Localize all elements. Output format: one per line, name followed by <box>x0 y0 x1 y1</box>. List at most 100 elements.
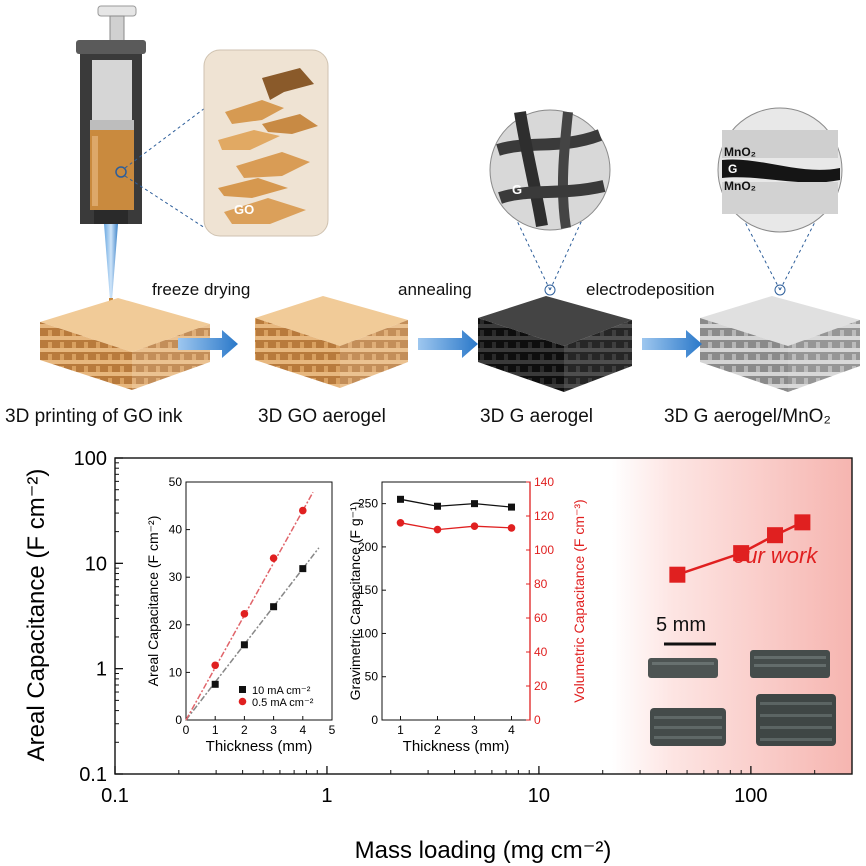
inset-a-y-tick-label: 0 <box>175 713 182 727</box>
inset-b-x-tick-label: 2 <box>434 723 441 737</box>
inset-a-x-tick-label: 0 <box>183 723 190 737</box>
inset-a-y-tick-label: 40 <box>169 523 183 537</box>
main-x-tick-label: 10 <box>528 785 550 807</box>
inset-a-legend-label: 0.5 mA cm⁻² <box>252 697 314 709</box>
inset-a-fit-line <box>185 547 320 721</box>
inset-a-frame <box>185 481 333 721</box>
main-x-axis-label: Mass loading (mg cm⁻²) <box>355 837 612 864</box>
inset-b-series-line <box>400 498 512 508</box>
stage-go-aerogel: 3D GO aerogel <box>258 406 386 427</box>
g-mid-label: G <box>728 162 737 176</box>
go-label: GO <box>234 202 254 217</box>
inset-a-x-tick-label: 1 <box>212 723 219 737</box>
process-arrow-3 <box>642 330 702 358</box>
graphene-label: G <box>512 182 522 197</box>
inset-a-fit-line <box>185 491 314 721</box>
process-arrow-2 <box>418 330 478 358</box>
inset-a-x-tick-label: 3 <box>270 723 277 737</box>
our-work-line <box>676 521 803 576</box>
main-y-axis-label: Areal Capacitance (F cm⁻²) <box>23 469 50 762</box>
inset-b-gravimetric-point <box>471 500 478 508</box>
inset-b-y2-tick-label: 100 <box>534 543 554 557</box>
inset-a-point-10mA <box>299 565 307 573</box>
inset-b-x-tick-label: 3 <box>471 723 478 737</box>
inset-b-gravimetric-point <box>397 495 404 503</box>
main-x-tick-label: 1 <box>321 785 332 807</box>
step-electrodeposition: electrodeposition <box>586 280 715 299</box>
inset-a-y-tick-label: 10 <box>169 665 183 679</box>
inset-a-y-tick-label: 20 <box>169 618 183 632</box>
inset-a-point-05mA <box>269 554 278 562</box>
go-flakes-inset <box>124 49 329 237</box>
inset-b-y-tick-label: 100 <box>358 626 378 640</box>
main-y-tick-label: 1 <box>96 659 107 681</box>
main-x-tick-label: 100 <box>734 785 767 807</box>
inset-b-y-tick-label: 250 <box>358 497 378 511</box>
inset-b-y2-tick-label: 60 <box>534 611 548 625</box>
syringe-illustration <box>76 5 146 318</box>
inset-b-y-label: Gravimetric Capacitance (F g⁻¹) <box>347 502 363 701</box>
go-aerogel-lattice <box>255 296 408 388</box>
inset-a-legend-marker <box>239 686 246 693</box>
main-y-tick-label: 10 <box>85 553 107 575</box>
plot-frame <box>114 457 853 775</box>
inset-a-x-label: Thickness (mm) <box>206 738 313 755</box>
inset-b-volumetric-point <box>433 525 442 534</box>
main-y-tick-label: 0.1 <box>79 764 107 786</box>
our-work-point <box>794 514 811 531</box>
inset-b-y-tick-label: 50 <box>365 670 379 684</box>
inset-a-point-10mA <box>270 603 278 611</box>
inset-b-x-tick-label: 4 <box>508 723 515 737</box>
inset-b-y-tick-label: 0 <box>371 713 378 727</box>
inset-b-background <box>348 470 608 760</box>
our-work-point <box>733 545 750 562</box>
inset-b-y2-tick-label: 0 <box>534 713 541 727</box>
main-x-tick-label: 0.1 <box>101 785 129 807</box>
stage-g-mno2-aerogel: 3D G aerogel/MnO₂ <box>664 406 831 427</box>
inset-a-x-tick-label: 2 <box>241 723 248 737</box>
step-annealing: annealing <box>398 280 472 299</box>
inset-b-y-tick-label: 200 <box>358 540 378 554</box>
step-freeze-drying: freeze drying <box>152 280 251 299</box>
mno2-inset <box>717 107 843 296</box>
inset-b-gravimetric-point <box>434 502 441 510</box>
inset-a-y-label: Areal Capacitance (F cm⁻²) <box>145 516 161 687</box>
inset-b-gravimetric-point <box>508 503 515 511</box>
inset-b-y2-tick-label: 80 <box>534 577 548 591</box>
g-aerogel-lattice <box>478 296 632 392</box>
inset-b-y2-tick-label: 120 <box>534 509 554 523</box>
stage-g-aerogel: 3D G aerogel <box>480 406 594 427</box>
inset-b-volumetric-point <box>507 524 516 532</box>
our-work-point <box>669 566 686 583</box>
inset-b-y-tick-label: 150 <box>358 583 378 597</box>
sample-4 <box>756 694 836 746</box>
inset-a-legend-marker <box>238 697 247 706</box>
mno2-bottom-label: MnO₂ <box>724 179 756 193</box>
inset-a-y-tick-label: 30 <box>169 570 183 584</box>
our-work-annotation: our work <box>733 543 818 568</box>
inset-b-x-label: Thickness (mm) <box>403 738 510 755</box>
inset-a-y-tick-label: 50 <box>169 475 183 489</box>
inset-b-y2-tick-label: 20 <box>534 679 548 693</box>
sample-1 <box>648 658 718 678</box>
inset-a-point-05mA <box>240 610 249 618</box>
main-y-tick-label: 100 <box>74 448 107 470</box>
inset-b-volumetric-point <box>396 519 405 527</box>
inset-b-y2-tick-label: 40 <box>534 645 548 659</box>
scale-bar-label: 5 mm <box>656 614 706 636</box>
g-mno2-aerogel-lattice <box>700 296 860 392</box>
process-arrow-1 <box>178 330 238 358</box>
our-work-point <box>767 527 784 544</box>
inset-b-y2-tick-label: 140 <box>534 475 554 489</box>
inset-b-x-tick-label: 1 <box>397 723 404 737</box>
inset-b-volumetric-point <box>470 522 479 530</box>
inset-b-y2-label: Volumetric Capacitance (F cm⁻³) <box>571 499 587 702</box>
inset-a-point-10mA <box>211 680 219 688</box>
stage-go-ink: 3D printing of GO ink <box>5 406 183 427</box>
inset-a-point-05mA <box>299 506 307 515</box>
inset-a-point-10mA <box>240 641 248 649</box>
